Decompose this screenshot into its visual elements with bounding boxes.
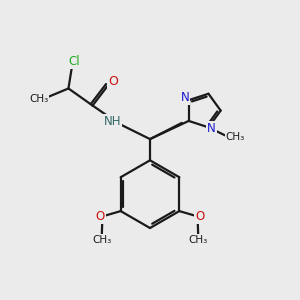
Text: O: O <box>95 210 105 223</box>
Text: CH₃: CH₃ <box>188 235 208 245</box>
Text: CH₃: CH₃ <box>92 235 112 245</box>
Text: CH₃: CH₃ <box>29 94 49 104</box>
Text: N: N <box>181 91 190 104</box>
Text: N: N <box>207 122 216 135</box>
Text: NH: NH <box>104 115 122 128</box>
Text: Cl: Cl <box>68 55 80 68</box>
Text: CH₃: CH₃ <box>225 132 244 142</box>
Text: O: O <box>195 210 205 223</box>
Text: O: O <box>108 76 118 88</box>
